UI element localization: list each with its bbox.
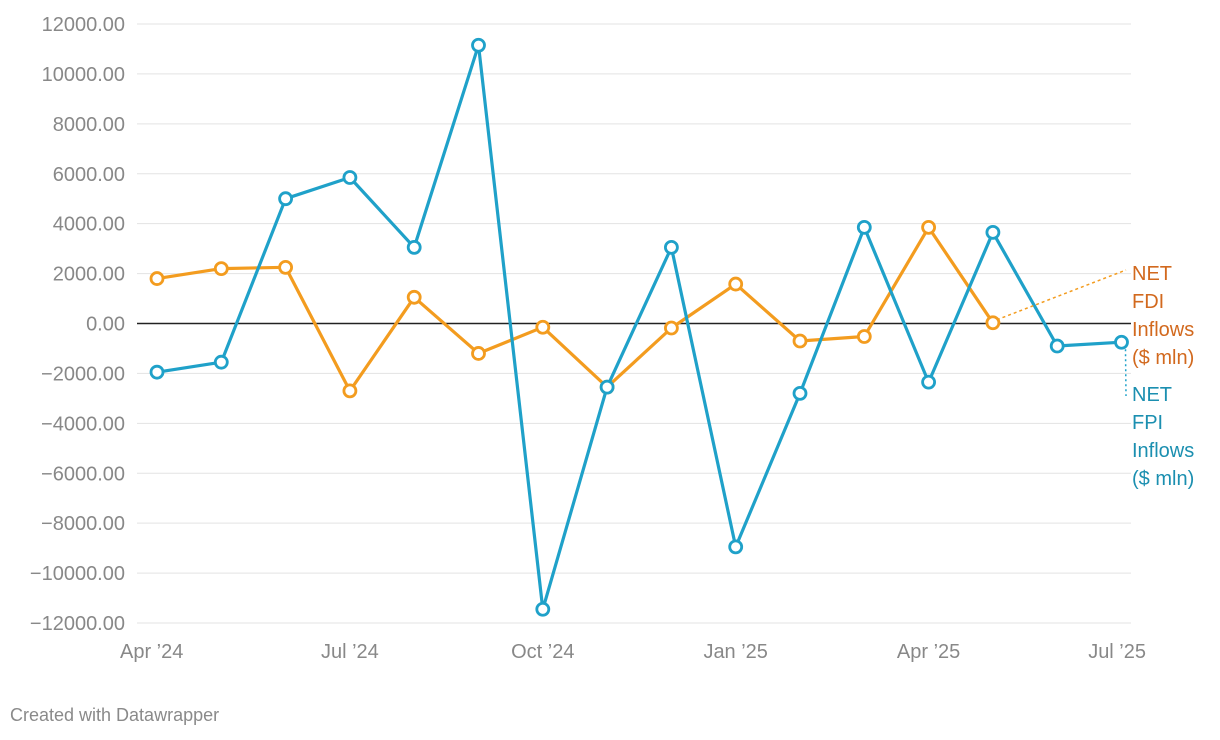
fdi-label-connector xyxy=(996,269,1127,321)
series-lines xyxy=(149,37,1129,617)
data-point xyxy=(856,220,872,235)
fpi-series-label-line: NET xyxy=(1132,384,1172,406)
series-line xyxy=(156,43,1122,611)
fdi-series-label-line: FDI xyxy=(1132,291,1164,313)
data-point xyxy=(213,354,229,370)
data-point xyxy=(406,289,422,305)
x-tick-label: Oct ’24 xyxy=(511,641,574,663)
data-point xyxy=(664,239,679,255)
y-tick-label: −2000.00 xyxy=(41,363,125,385)
y-tick-label: 8000.00 xyxy=(53,114,125,136)
y-tick-label: 0.00 xyxy=(86,314,125,336)
credit-text: Created with Datawrapper xyxy=(10,705,220,725)
data-point xyxy=(278,259,294,275)
data-point xyxy=(535,319,551,335)
y-axis-tick-labels: 12000.00 10000.00 8000.00 6000.00 4000.00 200… xyxy=(30,14,125,635)
x-tick-label: Jan ’25 xyxy=(703,641,768,663)
y-tick-label: −8000.00 xyxy=(41,513,125,535)
fpi-series-label-line: Inflows xyxy=(1132,440,1194,462)
series-labels: NET FDI Inflows ($ mln) NET FPI Inflows ($ mln) xyxy=(996,263,1194,490)
fdi-series-label-line: NET xyxy=(1132,263,1172,285)
data-point xyxy=(985,225,1001,240)
data-point xyxy=(921,220,936,235)
x-tick-label: Apr ’25 xyxy=(897,641,960,663)
fpi-series-label-line: ($ mln) xyxy=(1132,468,1194,490)
data-point xyxy=(728,276,744,292)
data-point xyxy=(278,191,294,207)
gridlines xyxy=(137,23,1131,624)
data-point xyxy=(1049,338,1065,354)
y-tick-label: 12000.00 xyxy=(42,14,125,36)
data-point xyxy=(856,329,872,344)
series-line xyxy=(156,225,995,393)
line-chart: 12000.00 10000.00 8000.00 6000.00 4000.00 200… xyxy=(30,14,1194,663)
data-point xyxy=(213,261,229,276)
fdi-series-label-line: Inflows xyxy=(1132,319,1194,341)
data-point xyxy=(599,379,615,395)
data-point xyxy=(921,374,936,390)
data-point xyxy=(985,315,1001,331)
y-tick-label: −4000.00 xyxy=(41,413,125,435)
x-tick-label: Jul ’25 xyxy=(1088,641,1146,663)
data-point xyxy=(792,385,808,401)
data-point xyxy=(471,37,486,53)
data-point xyxy=(1114,334,1129,350)
x-tick-label: Jul ’24 xyxy=(321,641,379,663)
y-tick-label: 4000.00 xyxy=(53,214,125,236)
y-tick-label: 6000.00 xyxy=(53,164,125,186)
data-point xyxy=(664,320,679,336)
data-point xyxy=(342,383,358,399)
data-point xyxy=(728,539,744,555)
x-axis-tick-labels: Apr ’24 Jul ’24 Oct ’24 Jan ’25 Apr ’25 Jul ’… xyxy=(120,641,1146,663)
series-fpi xyxy=(149,37,1129,617)
data-point xyxy=(792,333,808,349)
y-tick-label: −12000.00 xyxy=(30,613,125,635)
y-tick-label: 2000.00 xyxy=(53,264,125,286)
y-tick-label: 10000.00 xyxy=(42,64,125,86)
data-point xyxy=(149,364,165,380)
y-tick-label: −6000.00 xyxy=(41,463,125,485)
data-point xyxy=(149,271,165,286)
data-point xyxy=(471,346,486,361)
data-point xyxy=(342,170,358,185)
y-tick-label: −10000.00 xyxy=(30,563,125,585)
fpi-label-connector xyxy=(1124,349,1127,397)
x-tick-label: Apr ’24 xyxy=(120,641,183,663)
fpi-series-label-line: FPI xyxy=(1132,412,1163,434)
data-point xyxy=(535,601,551,617)
data-point xyxy=(406,239,422,255)
fdi-series-label-line: ($ mln) xyxy=(1132,347,1194,369)
